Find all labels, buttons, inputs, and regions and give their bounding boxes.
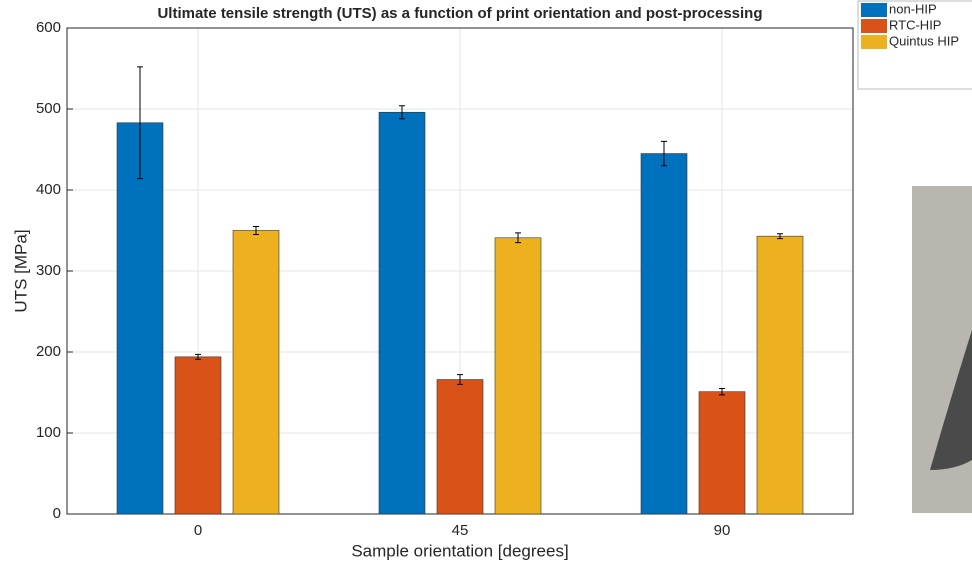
bar bbox=[641, 154, 687, 514]
y-tick-label: 600 bbox=[36, 19, 61, 36]
chart: Ultimate tensile strength (UTS) as a fun… bbox=[0, 0, 972, 567]
y-tick-label: 100 bbox=[36, 424, 61, 441]
bar bbox=[233, 231, 279, 515]
y-tick-label: 200 bbox=[36, 343, 61, 360]
legend-swatch bbox=[861, 3, 887, 17]
bar bbox=[175, 357, 221, 514]
legend-label: non-HIP bbox=[889, 1, 937, 16]
y-tick-label: 500 bbox=[36, 100, 61, 117]
x-tick-label: 0 bbox=[194, 522, 202, 539]
bar bbox=[379, 112, 425, 514]
chart-title: Ultimate tensile strength (UTS) as a fun… bbox=[157, 5, 762, 22]
y-tick-label: 300 bbox=[36, 262, 61, 279]
x-axis-label: Sample orientation [degrees] bbox=[351, 541, 568, 560]
y-tick-label: 0 bbox=[53, 505, 61, 522]
legend-label: RTC-HIP bbox=[889, 17, 941, 32]
x-tick-label: 90 bbox=[714, 522, 731, 539]
x-tick-label: 45 bbox=[452, 522, 469, 539]
bar bbox=[699, 392, 745, 514]
legend-swatch bbox=[861, 19, 887, 33]
legend-swatch bbox=[861, 35, 887, 49]
y-tick-label: 400 bbox=[36, 181, 61, 198]
legend-label: Quintus HIP bbox=[889, 33, 959, 48]
bar bbox=[495, 238, 541, 514]
bar bbox=[437, 380, 483, 514]
bar bbox=[117, 123, 163, 514]
bar bbox=[757, 236, 803, 514]
y-axis-label: UTS [MPa] bbox=[11, 229, 30, 312]
